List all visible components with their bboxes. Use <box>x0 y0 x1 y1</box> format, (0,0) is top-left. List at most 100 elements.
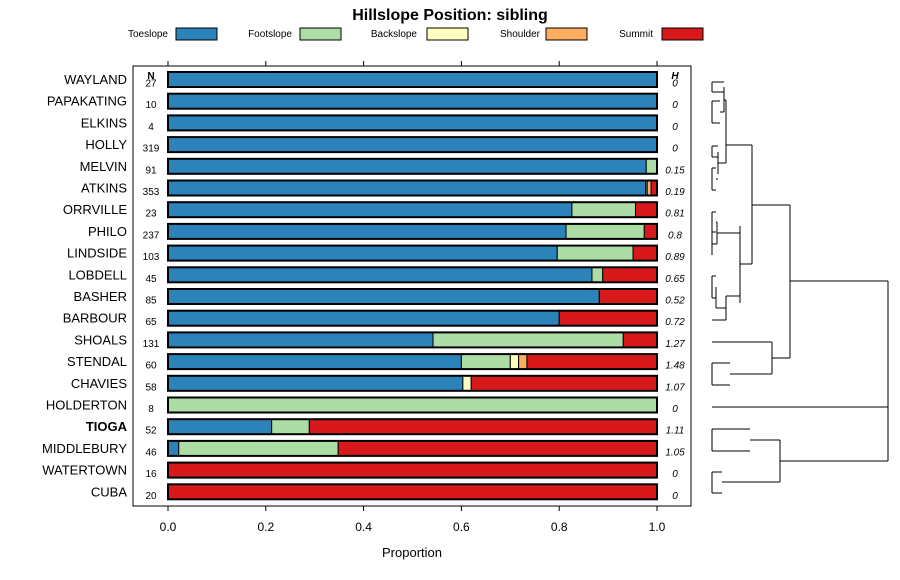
x-axis-label: Proportion <box>382 545 442 560</box>
bar-segment <box>308 418 658 435</box>
x-tick-label: 0.2 <box>257 520 274 534</box>
row-name: WATERTOWN <box>42 463 127 478</box>
x-tick-label: 0.8 <box>551 520 568 534</box>
row-h: 0 <box>672 404 678 415</box>
bar-outline <box>167 439 658 457</box>
row-name: LINDSIDE <box>67 246 127 261</box>
row-name: SHOALS <box>74 332 127 347</box>
legend-swatch <box>545 27 588 41</box>
row-h: 0 <box>672 100 678 111</box>
plot-frame <box>132 65 692 507</box>
bar-outline <box>167 483 658 501</box>
x-tick-label: 0.6 <box>453 520 470 534</box>
row-h: 1.27 <box>665 339 685 350</box>
row-n: 10 <box>145 100 157 111</box>
legend-label: Shoulder <box>500 29 541 40</box>
bar-segment <box>167 375 464 392</box>
row-name: BARBOUR <box>63 311 127 326</box>
row-h: 1.07 <box>665 382 685 393</box>
bar-segment <box>645 158 658 175</box>
bar-segment <box>632 245 658 262</box>
legend-swatch <box>426 27 469 41</box>
n-column-header: N <box>147 71 154 82</box>
legend-swatch <box>175 27 218 41</box>
row-name: WAYLAND <box>64 72 127 87</box>
row-n: 353 <box>143 187 160 198</box>
bar-segment <box>167 310 560 327</box>
bar-segment <box>167 245 558 262</box>
bar-outline <box>167 157 658 175</box>
bar-segment <box>646 180 652 196</box>
x-tick-label: 0.4 <box>355 520 372 534</box>
bar-segment <box>167 483 658 500</box>
bar-outline <box>167 374 658 392</box>
row-name: HOLDERTON <box>46 398 127 413</box>
row-name: BASHER <box>74 289 127 304</box>
bar-segment <box>167 288 600 305</box>
bar-segment <box>167 331 434 348</box>
row-h: 0 <box>672 79 678 90</box>
legend-label: Toeslope <box>128 29 168 40</box>
row-n: 46 <box>145 447 157 458</box>
chart-title: Hillslope Position: sibling <box>352 7 548 24</box>
rows: WAYLAND 27 0 PAPAKATING 10 0 ELKINS 4 0 HOLLY 319 0… <box>42 71 685 502</box>
legend-label: Summit <box>619 29 653 40</box>
row-n: 319 <box>143 144 160 155</box>
row-n: 52 <box>145 426 157 437</box>
bar-segment <box>462 375 472 392</box>
bar-outline <box>167 418 658 436</box>
bar-segment <box>167 462 658 479</box>
row-n: 8 <box>148 404 154 415</box>
bar-outline <box>167 71 658 88</box>
bar-segment <box>167 114 658 131</box>
bar-segment <box>558 310 658 327</box>
row-name: PAPAKATING <box>47 94 127 109</box>
bar-segment <box>571 201 636 218</box>
row-name: STENDAL <box>67 354 127 369</box>
row-name: CHAVIES <box>71 376 127 391</box>
row-n: 60 <box>145 361 157 372</box>
row-n: 131 <box>143 339 160 350</box>
bar-segment <box>178 440 339 457</box>
row-h: 0.52 <box>665 296 685 307</box>
row-n: 45 <box>145 274 157 285</box>
row-n: 16 <box>145 469 157 480</box>
dendrogram-branch <box>711 222 718 255</box>
bar-outline <box>167 222 658 240</box>
x-tick-label: 0.0 <box>160 520 177 534</box>
row-h: 0.81 <box>665 209 684 220</box>
bar-segment <box>167 158 647 175</box>
row-h: 0.19 <box>665 187 685 198</box>
bar-outline <box>167 92 658 110</box>
bar-outline <box>167 201 658 219</box>
row-h: 0 <box>672 144 678 155</box>
bar-outline <box>167 288 658 305</box>
h-column-header: H <box>671 71 679 82</box>
row-h: 1.11 <box>666 426 685 437</box>
dendrogram-branch <box>711 81 725 112</box>
bar-segment <box>643 223 658 240</box>
dendrogram-branch <box>711 100 724 124</box>
bar-outline <box>167 244 658 262</box>
bar-outline <box>167 461 658 479</box>
bar-segment <box>509 353 520 370</box>
bar-segment <box>598 288 658 305</box>
dendrogram-branch <box>718 99 727 164</box>
dendrogram-branch <box>711 406 888 494</box>
legend-label: Footslope <box>248 29 292 40</box>
row-h: 0.8 <box>668 230 682 241</box>
bar-outline <box>167 266 658 284</box>
row-name: HOLLY <box>85 137 127 152</box>
row-h: 1.05 <box>665 447 685 458</box>
bar-outline <box>167 136 658 154</box>
row-n: 20 <box>145 491 157 502</box>
row-n: 4 <box>148 122 154 133</box>
row-h: 1.48 <box>665 361 685 372</box>
dendrogram-branch <box>711 211 717 233</box>
row-n: 85 <box>145 296 157 307</box>
legend: Toeslope Footslope Backslope Shoulder Summit <box>128 27 704 41</box>
bar-outline <box>167 396 658 414</box>
legend-swatch <box>299 27 342 41</box>
bar-segment <box>602 266 658 283</box>
